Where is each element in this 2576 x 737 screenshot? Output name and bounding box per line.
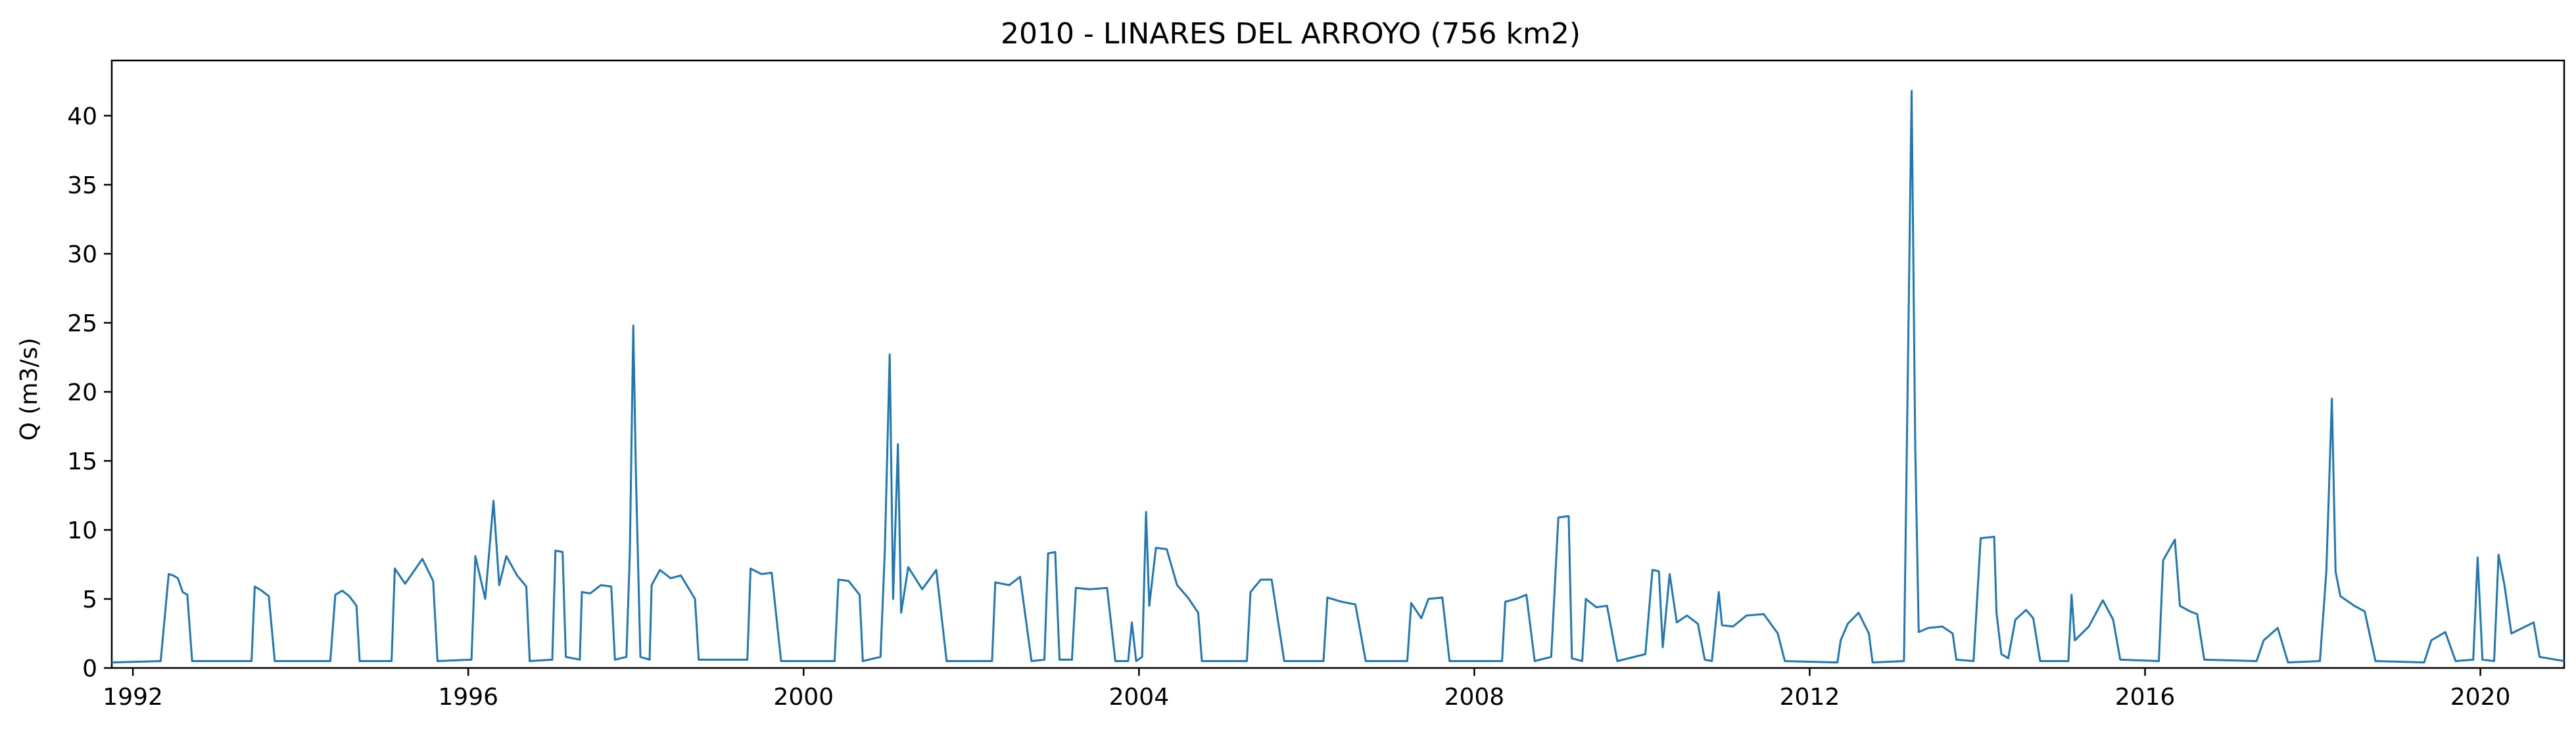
y-tick-label: 25 (67, 310, 97, 337)
x-tick-label: 2008 (1444, 684, 1505, 711)
x-tick-label: 1992 (103, 684, 163, 711)
y-tick-label: 0 (82, 655, 97, 682)
y-tick-label: 30 (67, 241, 97, 268)
series-layer (111, 89, 2565, 664)
x-tick-label: 2020 (2450, 684, 2511, 711)
y-tick-label: 15 (67, 448, 97, 475)
y-tick-label: 20 (67, 379, 97, 406)
axes: 0 5 10 15 20 25 30 35 40 1992 1996 2000 2004 2008 2012… (67, 59, 2565, 711)
plot-frame (110, 59, 2565, 669)
x-tick-label: 2012 (1780, 684, 1840, 711)
x-tick-label: 2000 (773, 684, 834, 711)
y-tick-label: 10 (67, 517, 97, 544)
y-tick-label: 5 (82, 586, 97, 613)
chart-title: 2010 - LINARES DEL ARROYO (756 km2) (1001, 17, 1581, 51)
x-tick-label: 2004 (1109, 684, 1170, 711)
y-tick-label: 40 (67, 103, 97, 130)
series-line-0 (111, 89, 2565, 664)
y-tick-label: 35 (67, 172, 97, 199)
x-tick-label: 1996 (438, 684, 498, 711)
x-tick-label: 2016 (2115, 684, 2176, 711)
y-axis-label: Q (m3/s) (16, 338, 43, 441)
